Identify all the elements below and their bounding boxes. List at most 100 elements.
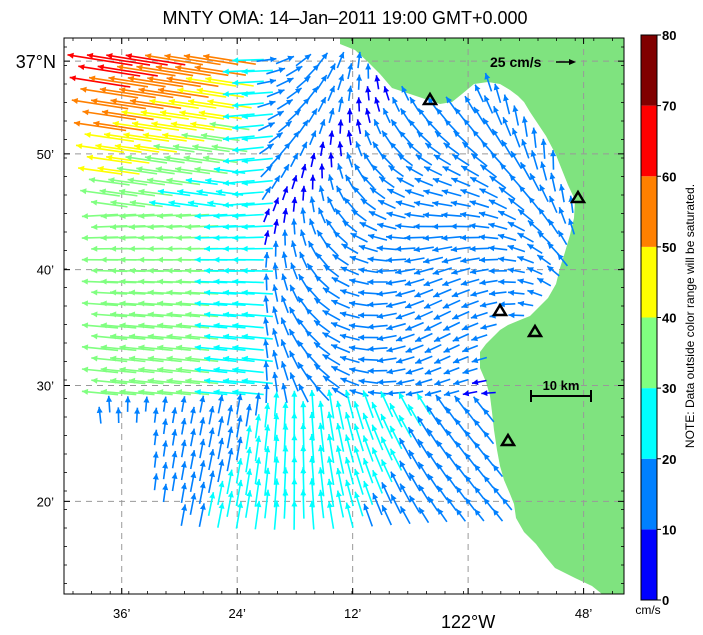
current-vector-head — [227, 491, 234, 498]
x-tick-label: 24’ — [229, 606, 246, 621]
scale-bar: 10 km — [530, 378, 592, 402]
current-vector-head — [483, 453, 490, 461]
current-vector-head — [474, 486, 481, 494]
current-vector-head — [517, 233, 525, 239]
current-vector-head — [471, 357, 479, 364]
current-vector-head — [358, 312, 365, 319]
current-vector-head — [500, 163, 507, 170]
current-vector-head — [232, 322, 239, 329]
current-vector-head — [498, 211, 505, 217]
current-vector-head — [442, 280, 449, 287]
current-vector-head — [310, 130, 317, 138]
current-vector-head — [332, 254, 340, 261]
current-vector-head — [276, 132, 283, 139]
current-vector-head — [322, 310, 330, 316]
station-1 — [421, 91, 439, 106]
current-vector-head — [213, 234, 220, 241]
current-vector-head — [367, 345, 374, 352]
current-vector-head — [396, 177, 404, 184]
current-vector-head — [128, 311, 136, 318]
current-vector-head — [432, 246, 439, 253]
current-vector-head — [414, 314, 422, 320]
current-vector-head — [386, 346, 393, 353]
current-vector-head — [460, 234, 467, 241]
current-vector-head — [175, 234, 182, 241]
current-vector-head — [443, 390, 451, 397]
current-vector-shaft — [81, 302, 119, 307]
current-vector-head — [285, 121, 292, 128]
current-vector-head — [128, 245, 135, 252]
current-vector-head — [166, 377, 173, 384]
current-vector-head — [110, 311, 117, 318]
current-vector-head — [483, 475, 490, 483]
current-vector-head — [408, 450, 415, 457]
current-vector-head — [550, 150, 557, 157]
current-vector-head — [382, 130, 388, 138]
current-vector-head — [405, 390, 413, 397]
current-vector-head — [335, 208, 342, 215]
current-vector-head — [194, 234, 201, 241]
current-vector-head — [436, 417, 443, 425]
current-vector-head — [232, 234, 239, 241]
current-vector-head — [218, 437, 225, 445]
current-vector-head — [300, 423, 307, 430]
current-vector-head — [328, 108, 335, 115]
current-vector-head — [194, 213, 201, 219]
current-vector-shaft — [103, 133, 152, 142]
current-vector-head — [370, 187, 377, 194]
current-vector-head — [321, 52, 328, 60]
colorbar-tick-label: 80 — [662, 28, 676, 43]
current-vector-head — [295, 66, 303, 72]
current-vector-head — [147, 289, 154, 296]
current-vector-head — [557, 253, 564, 261]
colorbar-segment — [641, 458, 657, 530]
current-vector-head — [273, 197, 279, 205]
current-vector-head — [255, 500, 262, 508]
current-vector-head — [323, 375, 330, 382]
current-vector-head — [222, 223, 229, 230]
current-vector-head — [365, 108, 371, 115]
current-vector-head — [362, 412, 369, 420]
current-vector-head — [362, 435, 369, 443]
current-vector-head — [540, 161, 546, 169]
current-vector-shaft — [207, 100, 252, 109]
current-vector-shaft — [95, 144, 142, 153]
current-vector-head — [297, 318, 304, 326]
current-vector-head — [213, 166, 221, 173]
current-vector-head — [218, 459, 225, 466]
current-vector-shaft — [80, 88, 139, 99]
radar-stations — [421, 91, 587, 447]
current-vector-head — [91, 355, 98, 362]
current-vector-head — [558, 207, 565, 214]
current-vector-head — [517, 300, 525, 307]
current-vector-head — [232, 256, 239, 263]
current-vector-head — [469, 200, 477, 206]
current-vector-head — [307, 263, 314, 271]
x-tick-label: 36’ — [113, 606, 130, 621]
current-vector-shaft — [185, 77, 237, 87]
current-vector-head — [497, 233, 505, 240]
current-vector-head — [204, 267, 211, 274]
current-vector-head — [450, 223, 457, 230]
current-vector-head — [558, 230, 564, 238]
current-vector-head — [519, 185, 526, 193]
current-vector-head — [289, 307, 296, 314]
current-vector-head — [132, 121, 139, 127]
current-vector-head — [171, 451, 178, 458]
current-vector-head — [194, 366, 201, 373]
current-vector-head — [568, 218, 574, 226]
current-vector-head — [424, 303, 431, 309]
current-vector-head — [432, 223, 439, 230]
current-vector-head — [194, 65, 201, 71]
current-vector-head — [121, 109, 128, 116]
current-vector-head — [331, 277, 339, 283]
current-vector-shaft — [181, 133, 223, 142]
current-vector-head — [291, 500, 298, 507]
current-vector-head — [222, 157, 230, 164]
current-vector-head — [349, 255, 357, 262]
current-vector-shaft — [81, 346, 119, 352]
current-vector-head — [246, 447, 252, 454]
current-vector-head — [263, 252, 270, 259]
current-vector-head — [185, 267, 192, 274]
current-vector-head — [452, 313, 459, 320]
